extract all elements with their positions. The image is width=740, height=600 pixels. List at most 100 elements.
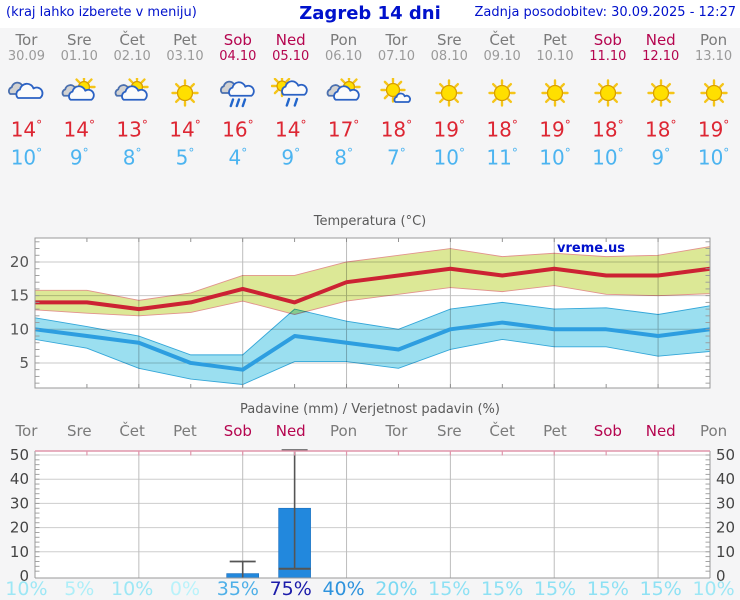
precip-day-label: Ned: [634, 423, 687, 440]
weather-icon-rain: [218, 78, 258, 108]
weather-icons-row: [0, 76, 740, 110]
precip-probability: 15%: [533, 578, 577, 600]
day-date: 05.10: [272, 49, 310, 64]
tmin-value: 10°: [433, 145, 465, 170]
precip-probability: 0%: [169, 578, 201, 600]
tmax-value: 16°: [222, 117, 254, 142]
precip-probability: 20%: [375, 578, 418, 600]
day-name: Ned: [275, 31, 306, 49]
last-update: Zadnja posodobitev: 30.09.2025 - 12:27: [474, 5, 736, 20]
precip-ytick-left: 20: [10, 519, 29, 537]
weather-icon-sunny: [488, 79, 516, 107]
tmax-value: 13°: [116, 117, 148, 142]
day-column-2: Čet 02.10: [106, 32, 159, 65]
temperature-chart-title: Temperatura (°C): [313, 214, 427, 229]
day-name: Pon: [329, 422, 358, 440]
precip-probability: 40%: [322, 578, 365, 600]
tmax-value: 19°: [433, 117, 465, 142]
tmin-value: 10°: [539, 145, 571, 170]
precip-day-label: Pon: [317, 423, 370, 440]
tmin-value: 5°: [175, 145, 195, 170]
weather-icon-cell-0: [0, 76, 53, 110]
tmin-value: 10°: [697, 145, 730, 170]
day-column-7: Tor 07.10: [370, 32, 423, 65]
day-column-5: Ned 05.10: [264, 31, 317, 65]
weather-icon-cell-5: [264, 76, 317, 110]
tmax-value: 19°: [697, 117, 730, 142]
day-name: Ned: [275, 422, 306, 440]
weather-icon-sunny: [647, 79, 675, 107]
day-column-3: Pet 03.10: [159, 31, 212, 65]
day-name: Sre: [436, 31, 462, 49]
weather-icon-sunny: [541, 79, 569, 107]
precip-day-label: Čet: [106, 423, 159, 440]
temperature-chart: 20 15 10 5: [10, 237, 711, 389]
day-name: Pon: [699, 31, 728, 49]
tmin-value: 9°: [281, 145, 301, 170]
precip-day-label: Pon: [687, 423, 740, 440]
day-date: 10.10: [536, 49, 574, 64]
precip-day-label: Pet: [159, 423, 212, 440]
day-column-8: Sre 08.10: [423, 31, 476, 65]
temp-ytick: 15: [10, 287, 29, 305]
day-date: 08.10: [430, 49, 468, 64]
day-name: Tor: [15, 422, 38, 440]
tmax-value: 14°: [274, 117, 307, 142]
day-name: Pet: [543, 31, 567, 49]
precip-ytick-right: 0: [716, 567, 726, 585]
temp-ytick: 20: [10, 253, 29, 271]
weather-icon-cell-2: [106, 76, 159, 110]
precipitation-chart: 0 0 10 10 20 20 30 30 40 40 50 50: [10, 446, 735, 585]
precip-ytick-right: 20: [716, 519, 735, 537]
precip-day-label: Tor: [370, 423, 423, 440]
precipitation-chart-title: Padavine (mm) / Verjetnost padavin (%): [240, 402, 500, 417]
precip-probability: 15%: [481, 578, 524, 600]
day-name: Pon: [329, 31, 358, 49]
precip-day-label: Ned: [264, 423, 317, 440]
temp-ytick: 10: [10, 320, 29, 338]
weather-icon-cell-4: [211, 76, 264, 110]
day-name: Čet: [489, 422, 515, 440]
day-name: Pet: [173, 422, 197, 440]
day-name: Pet: [173, 31, 197, 49]
precip-probability: 10%: [5, 578, 48, 600]
weather-icon-cell-13: [687, 76, 740, 110]
day-column-1: Sre 01.10: [53, 32, 106, 65]
tmax-value: 14°: [169, 117, 201, 142]
day-name: Sre: [436, 422, 462, 440]
precip-probability: 15%: [586, 578, 629, 600]
tmax-value: 18°: [486, 117, 518, 142]
day-date: 11.10: [589, 49, 627, 64]
day-date: 04.10: [219, 49, 257, 64]
day-date: 12.10: [642, 49, 680, 64]
precip-probability-row: 10% 5% 10% 0% 35% 75% 40% 20% 15% 15% 15% 15% 15% 10%: [0, 578, 740, 600]
precip-ytick-right: 40: [716, 470, 735, 488]
tmax-value: 18°: [644, 117, 677, 142]
precip-ytick-right: 50: [716, 446, 735, 464]
day-name: Ned: [645, 31, 676, 49]
day-column-9: Čet 09.10: [476, 32, 529, 65]
weather-icon-sunny: [699, 79, 728, 107]
precip-day-label: Sre: [53, 423, 106, 440]
day-column-13: Pon 13.10: [687, 31, 740, 65]
precip-day-label: Pet: [529, 423, 582, 440]
precip-day-label: Čet: [476, 423, 529, 440]
weather-icon-cell-1: [53, 76, 106, 110]
weather-icon-cell-6: [317, 76, 370, 110]
tmin-value: 10°: [592, 145, 624, 170]
day-date: 07.10: [377, 49, 416, 64]
day-name: Tor: [15, 31, 38, 49]
day-name: Tor: [385, 422, 408, 440]
precip-probability: 15%: [428, 578, 471, 600]
day-column-0: Tor 30.09: [0, 31, 53, 65]
tmax-value: 18°: [592, 117, 624, 142]
day-date: 30.09: [7, 49, 46, 64]
weather-icon-sunny: [435, 79, 463, 107]
precip-ytick-left: 30: [10, 494, 29, 512]
precip-probability: 5%: [64, 578, 95, 600]
tmin-value: 8°: [122, 145, 142, 170]
min-temperature-row: 10° 9° 8° 5° 4° 9° 8° 7° 10° 11° 10° 10° 9° 10°: [0, 140, 740, 171]
precip-day-label: Sob: [581, 423, 634, 440]
precip-probability: 35%: [216, 578, 259, 600]
